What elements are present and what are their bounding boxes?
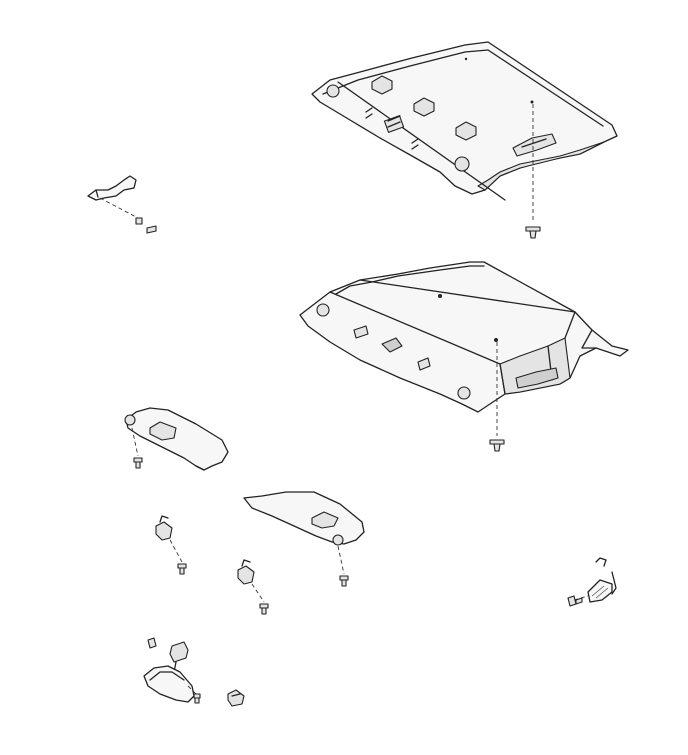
assist-grip-bracket	[87, 175, 157, 234]
visor-mount	[155, 515, 187, 575]
sun-visor-right	[243, 491, 365, 587]
headliner-screw	[525, 226, 541, 239]
headliner-screw	[489, 439, 505, 452]
sun-visor-left	[124, 407, 229, 471]
headliner-upper	[311, 41, 618, 222]
visor-clip	[227, 689, 245, 707]
rear-view-mirror	[143, 637, 201, 704]
dome-lamp	[567, 557, 617, 607]
visor-mount	[237, 559, 269, 615]
headliner-lower	[299, 261, 629, 436]
